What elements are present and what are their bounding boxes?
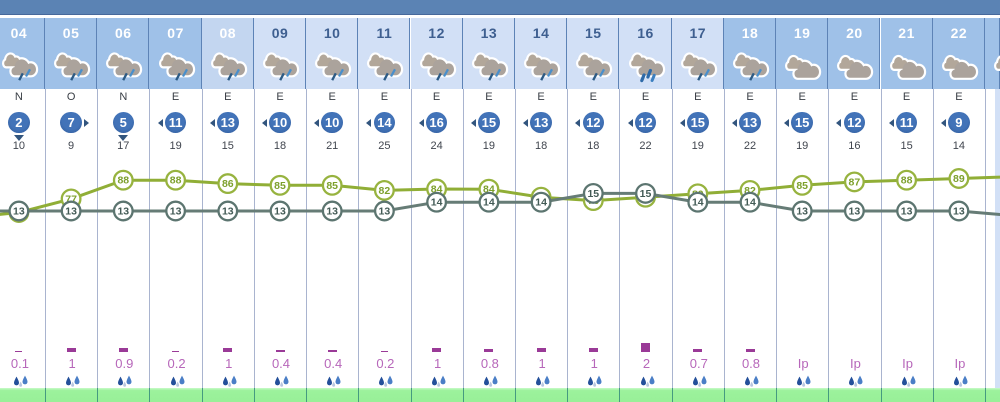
svg-text:15: 15 (587, 188, 599, 200)
svg-text:13: 13 (13, 206, 25, 218)
svg-text:85: 85 (274, 180, 286, 192)
svg-text:86: 86 (222, 178, 234, 190)
svg-text:77: 77 (65, 193, 77, 205)
svg-text:14: 14 (692, 197, 704, 209)
svg-text:14: 14 (483, 197, 495, 209)
svg-text:13: 13 (222, 206, 234, 218)
svg-text:82: 82 (379, 185, 391, 197)
svg-text:13: 13 (953, 206, 965, 218)
svg-text:14: 14 (744, 197, 756, 209)
svg-text:14: 14 (535, 197, 547, 209)
svg-text:13: 13 (274, 206, 286, 218)
svg-text:84: 84 (483, 184, 495, 196)
svg-text:82: 82 (744, 185, 756, 197)
svg-text:88: 88 (901, 175, 913, 187)
svg-text:14: 14 (431, 197, 443, 209)
svg-text:13: 13 (379, 206, 391, 218)
svg-text:13: 13 (117, 206, 129, 218)
svg-text:85: 85 (326, 180, 338, 192)
svg-text:13: 13 (849, 206, 861, 218)
svg-text:87: 87 (849, 176, 861, 188)
svg-text:89: 89 (953, 173, 965, 185)
svg-text:84: 84 (431, 184, 443, 196)
svg-text:15: 15 (640, 188, 652, 200)
svg-text:13: 13 (796, 206, 808, 218)
svg-text:88: 88 (117, 175, 129, 187)
svg-text:88: 88 (170, 175, 182, 187)
svg-text:13: 13 (901, 206, 913, 218)
svg-text:13: 13 (65, 206, 77, 218)
svg-text:13: 13 (170, 206, 182, 218)
svg-text:13: 13 (326, 206, 338, 218)
svg-text:85: 85 (796, 180, 808, 192)
